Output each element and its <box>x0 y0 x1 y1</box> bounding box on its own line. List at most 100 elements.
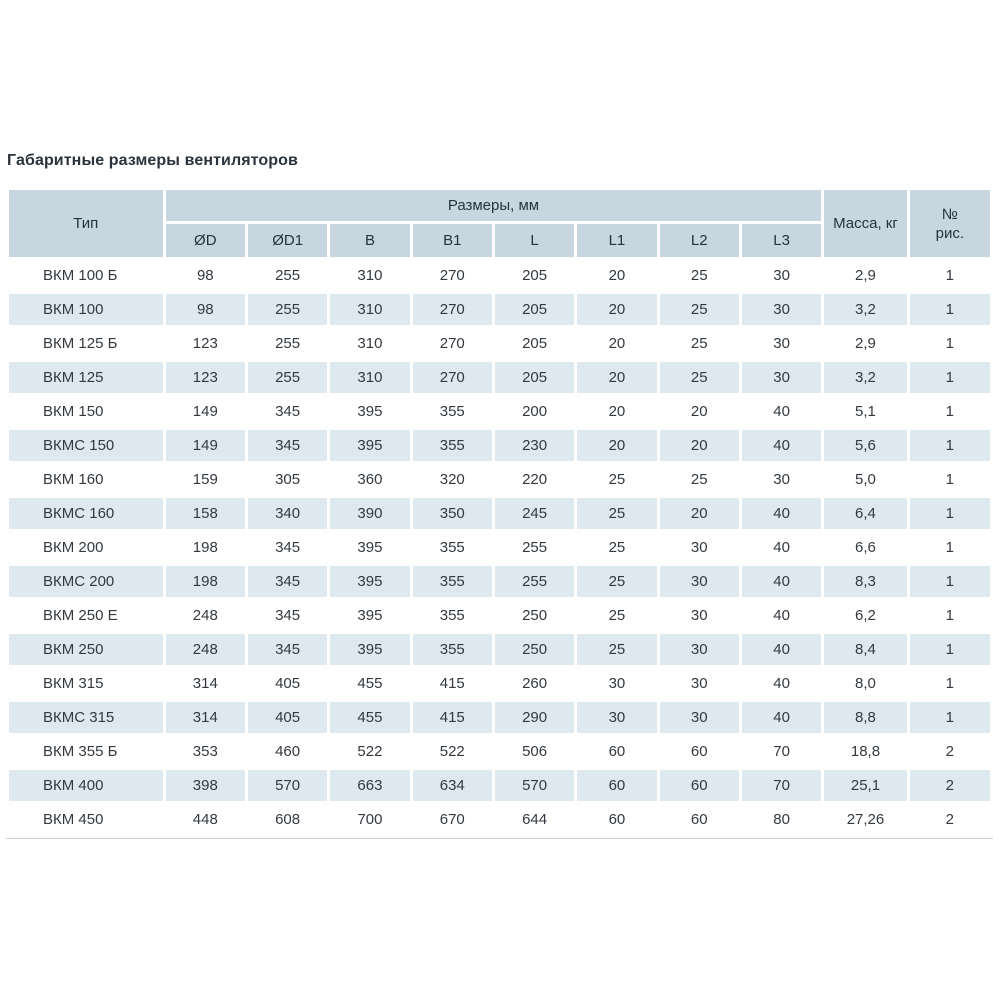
cell-l: 255 <box>494 532 575 563</box>
cell-mass: 2,9 <box>824 260 907 291</box>
col-header-l1: L1 <box>577 224 657 257</box>
cell-type: ВКМС 200 <box>9 566 163 597</box>
cell-dia-d: 198 <box>165 566 245 597</box>
cell-dia-d1: 345 <box>247 566 328 597</box>
cell-mass: 27,26 <box>824 804 907 835</box>
cell-l1: 25 <box>577 600 657 631</box>
cell-l2: 60 <box>659 736 739 767</box>
table-row: ВКМ 450 448 608 700 670 644 60 60 80 27,26 2 <box>9 804 990 835</box>
cell-mass: 18,8 <box>824 736 907 767</box>
cell-mass: 5,0 <box>824 464 907 495</box>
cell-dia-d: 123 <box>165 328 245 359</box>
cell-l2: 30 <box>659 668 739 699</box>
cell-l2: 20 <box>659 498 739 529</box>
col-header-l3: L3 <box>741 224 822 257</box>
cell-b1: 522 <box>412 736 492 767</box>
cell-dia-d: 123 <box>165 362 245 393</box>
cell-type: ВКМ 150 <box>9 396 163 427</box>
cell-b: 395 <box>330 634 410 665</box>
cell-l2: 25 <box>659 294 739 325</box>
col-header-fig-number: № рис. <box>909 190 990 257</box>
cell-dia-d: 314 <box>165 702 245 733</box>
cell-type: ВКМ 100 Б <box>9 260 163 291</box>
cell-b1: 355 <box>412 430 492 461</box>
table-row: ВКМ 200 198 345 395 355 255 25 30 40 6,6 1 <box>9 532 990 563</box>
cell-dia-d1: 255 <box>247 362 328 393</box>
cell-l3: 40 <box>741 498 822 529</box>
cell-fig: 2 <box>909 770 990 801</box>
fan-dimensions-table: Тип Размеры, мм Масса, кг № рис. ØD ØD1 … <box>6 187 993 838</box>
cell-dia-d: 448 <box>165 804 245 835</box>
cell-l2: 25 <box>659 362 739 393</box>
cell-l3: 40 <box>741 634 822 665</box>
cell-l2: 30 <box>659 600 739 631</box>
cell-b1: 355 <box>412 634 492 665</box>
table-row: ВКМС 160 158 340 390 350 245 25 20 40 6,4 1 <box>9 498 990 529</box>
cell-l: 250 <box>494 634 575 665</box>
cell-dia-d1: 405 <box>247 702 328 733</box>
col-header-b: B <box>330 224 410 257</box>
cell-l2: 25 <box>659 328 739 359</box>
cell-mass: 6,2 <box>824 600 907 631</box>
table-body: ВКМ 100 Б 98 255 310 270 205 20 25 30 2,9 1 ВКМ 100… <box>9 260 990 835</box>
cell-l2: 60 <box>659 770 739 801</box>
cell-l1: 60 <box>577 736 657 767</box>
cell-dia-d1: 608 <box>247 804 328 835</box>
cell-l2: 20 <box>659 396 739 427</box>
cell-l: 570 <box>494 770 575 801</box>
cell-type: ВКМ 200 <box>9 532 163 563</box>
table-row: ВКМ 125 Б 123 255 310 270 205 20 25 30 2,9 1 <box>9 328 990 359</box>
cell-fig: 1 <box>909 260 990 291</box>
cell-mass: 6,6 <box>824 532 907 563</box>
cell-l: 200 <box>494 396 575 427</box>
cell-dia-d: 248 <box>165 634 245 665</box>
cell-l: 205 <box>494 260 575 291</box>
cell-b1: 270 <box>412 328 492 359</box>
cell-b: 390 <box>330 498 410 529</box>
cell-fig: 1 <box>909 532 990 563</box>
cell-l: 220 <box>494 464 575 495</box>
cell-l1: 20 <box>577 328 657 359</box>
table-row: ВКМС 200 198 345 395 355 255 25 30 40 8,3 1 <box>9 566 990 597</box>
cell-l3: 40 <box>741 532 822 563</box>
cell-b: 310 <box>330 260 410 291</box>
cell-mass: 5,6 <box>824 430 907 461</box>
cell-type: ВКМ 100 <box>9 294 163 325</box>
table-row: ВКМ 125 123 255 310 270 205 20 25 30 3,2 1 <box>9 362 990 393</box>
cell-l1: 25 <box>577 634 657 665</box>
cell-l1: 20 <box>577 430 657 461</box>
cell-l3: 30 <box>741 260 822 291</box>
cell-l1: 60 <box>577 804 657 835</box>
cell-b: 310 <box>330 362 410 393</box>
col-header-l: L <box>494 224 575 257</box>
cell-dia-d: 398 <box>165 770 245 801</box>
cell-l3: 80 <box>741 804 822 835</box>
cell-dia-d: 158 <box>165 498 245 529</box>
cell-l: 506 <box>494 736 575 767</box>
cell-dia-d1: 340 <box>247 498 328 529</box>
cell-mass: 8,0 <box>824 668 907 699</box>
table-row: ВКМ 250 248 345 395 355 250 25 30 40 8,4 1 <box>9 634 990 665</box>
cell-fig: 1 <box>909 328 990 359</box>
col-header-b1: B1 <box>412 224 492 257</box>
cell-l1: 20 <box>577 294 657 325</box>
cell-b: 522 <box>330 736 410 767</box>
cell-b: 360 <box>330 464 410 495</box>
cell-b1: 415 <box>412 702 492 733</box>
cell-type: ВКМС 315 <box>9 702 163 733</box>
cell-b: 700 <box>330 804 410 835</box>
cell-b1: 270 <box>412 294 492 325</box>
cell-l2: 25 <box>659 464 739 495</box>
cell-type: ВКМС 160 <box>9 498 163 529</box>
cell-l3: 30 <box>741 328 822 359</box>
cell-dia-d1: 305 <box>247 464 328 495</box>
cell-type: ВКМ 355 Б <box>9 736 163 767</box>
page-title: Габаритные размеры вентиляторов <box>7 152 298 169</box>
content-area: Габаритные размеры вентиляторов Тип Разм… <box>6 152 994 839</box>
cell-fig: 1 <box>909 464 990 495</box>
cell-dia-d: 353 <box>165 736 245 767</box>
cell-b: 395 <box>330 532 410 563</box>
cell-l1: 20 <box>577 260 657 291</box>
cell-l1: 25 <box>577 532 657 563</box>
cell-dia-d: 314 <box>165 668 245 699</box>
